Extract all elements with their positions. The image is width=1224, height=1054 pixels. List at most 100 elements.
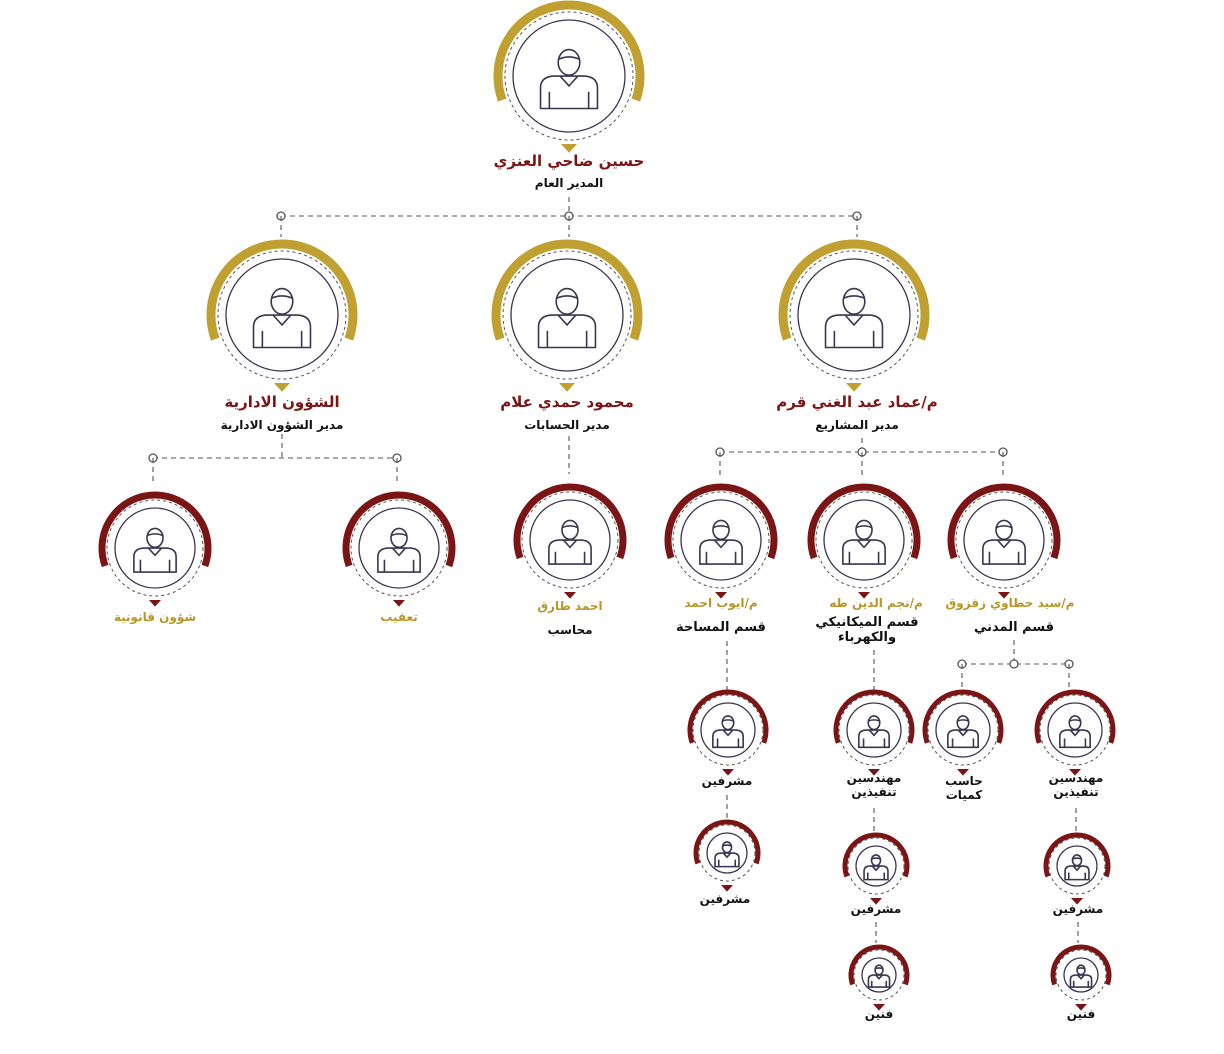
person-icon (714, 841, 740, 868)
node-projects-title: مدير المشاريع (815, 418, 899, 432)
dashed-ring (838, 694, 910, 766)
node-survey-title: قسم المساحة (676, 620, 766, 635)
pointer-triangle (274, 383, 290, 392)
node-survey-name: م/ايوب احمد (684, 596, 758, 610)
person-icon (867, 964, 891, 988)
node-projects (778, 239, 930, 392)
pointer-triangle (564, 592, 576, 599)
node-ceo-title: المدير العام (534, 176, 604, 190)
pointer-triangle (846, 383, 862, 392)
dashed-ring (1055, 949, 1107, 1001)
ring-arc (342, 491, 456, 568)
ring-arc (206, 239, 358, 341)
person-icon (947, 715, 979, 749)
pointer-triangle (957, 769, 969, 776)
dashed-ring (106, 499, 204, 597)
person-icon (377, 527, 421, 573)
dashed-ring (504, 11, 634, 141)
pointer-triangle (561, 144, 577, 153)
node-accounts-name: محمود حمدي علام (500, 393, 634, 411)
dashed-ring (853, 949, 905, 1001)
node-mech-title: قسم الميكانيكي والكهرباء (815, 615, 919, 645)
pointer-triangle (559, 383, 575, 392)
dashed-ring (692, 694, 764, 766)
node-legal (98, 491, 212, 607)
pointer-triangle (868, 769, 880, 776)
node-survey_s1 (687, 689, 769, 776)
node-ceo (493, 0, 645, 153)
ring-arc (833, 689, 915, 744)
node-mech-tech-title: فنين (864, 1007, 894, 1021)
dashed-ring (789, 250, 919, 380)
ring-arc (493, 0, 645, 102)
node-civil-name: م/سيد حطاوي زقزوق (945, 596, 1075, 610)
ring-arc (778, 239, 930, 341)
node-projects-name: م/عماد عبد الغني قرم (776, 393, 938, 411)
person-icon (539, 48, 599, 110)
person-icon (842, 519, 886, 565)
node-survey-s2-title: مشرفين (699, 892, 751, 906)
ring-arc (687, 689, 769, 744)
ring-arc (513, 483, 627, 560)
ring-arc (1050, 944, 1112, 986)
dashed-ring (1048, 837, 1106, 895)
person-icon (252, 287, 312, 349)
connectors (148, 197, 1079, 943)
pointer-triangle (858, 592, 870, 599)
dashed-ring (521, 491, 619, 589)
node-civil_tech (1050, 944, 1112, 1011)
dashed-ring (672, 491, 770, 589)
node-followup (342, 491, 456, 607)
ring-arc (848, 944, 910, 986)
ring-arc (98, 491, 212, 568)
node-civil-qs-title: حاسب كميات (945, 774, 983, 802)
node-civil-eng-title: مهندسين تنفيذين (1048, 771, 1104, 799)
node-survey_s2 (693, 819, 761, 892)
person-icon (1064, 854, 1090, 881)
node-accountant-title: محاسب (547, 623, 593, 637)
dashed-ring (1039, 694, 1111, 766)
pointer-triangle (393, 600, 405, 607)
dashed-ring (955, 491, 1053, 589)
node-ceo-name: حسين ضاحي العنزي (493, 152, 645, 170)
dashed-ring (350, 499, 448, 597)
ring-arc (664, 483, 778, 560)
dashed-ring (847, 837, 905, 895)
person-icon (982, 519, 1026, 565)
nodes (98, 0, 1116, 1011)
node-mech_eng (833, 689, 915, 776)
pointer-triangle (998, 592, 1010, 599)
node-survey (664, 483, 778, 599)
node-mech-eng-title: مهندسين تنفيذين (846, 771, 902, 799)
person-icon (699, 519, 743, 565)
node-mech-name: م/نجم الدين طه (829, 596, 923, 610)
ring-arc (842, 832, 910, 878)
person-icon (863, 854, 889, 881)
node-mech-sup-title: مشرفين (850, 902, 902, 916)
person-icon (712, 715, 744, 749)
ring-arc (1043, 832, 1111, 878)
connector-dot (1009, 659, 1019, 669)
node-accountant-name: احمد طارق (537, 599, 603, 613)
pointer-triangle (722, 769, 734, 776)
person-icon (824, 287, 884, 349)
ring-arc (693, 819, 761, 865)
node-mech (807, 483, 921, 599)
pointer-triangle (149, 600, 161, 607)
person-icon (537, 287, 597, 349)
node-accountant (513, 483, 627, 599)
node-admin (206, 239, 358, 392)
ring-arc (922, 689, 1004, 744)
node-civil-title: قسم المدني (973, 620, 1055, 635)
node-accounts-title: مدير الحسابات (524, 418, 610, 432)
person-icon (1069, 964, 1093, 988)
pointer-triangle (715, 592, 727, 599)
ring-arc (491, 239, 643, 341)
node-civil-tech-title: فنين (1066, 1007, 1096, 1021)
dashed-ring (815, 491, 913, 589)
node-civil (947, 483, 1061, 599)
node-survey-s1-title: مشرفين (701, 774, 753, 788)
ring-arc (807, 483, 921, 560)
dashed-ring (698, 824, 756, 882)
